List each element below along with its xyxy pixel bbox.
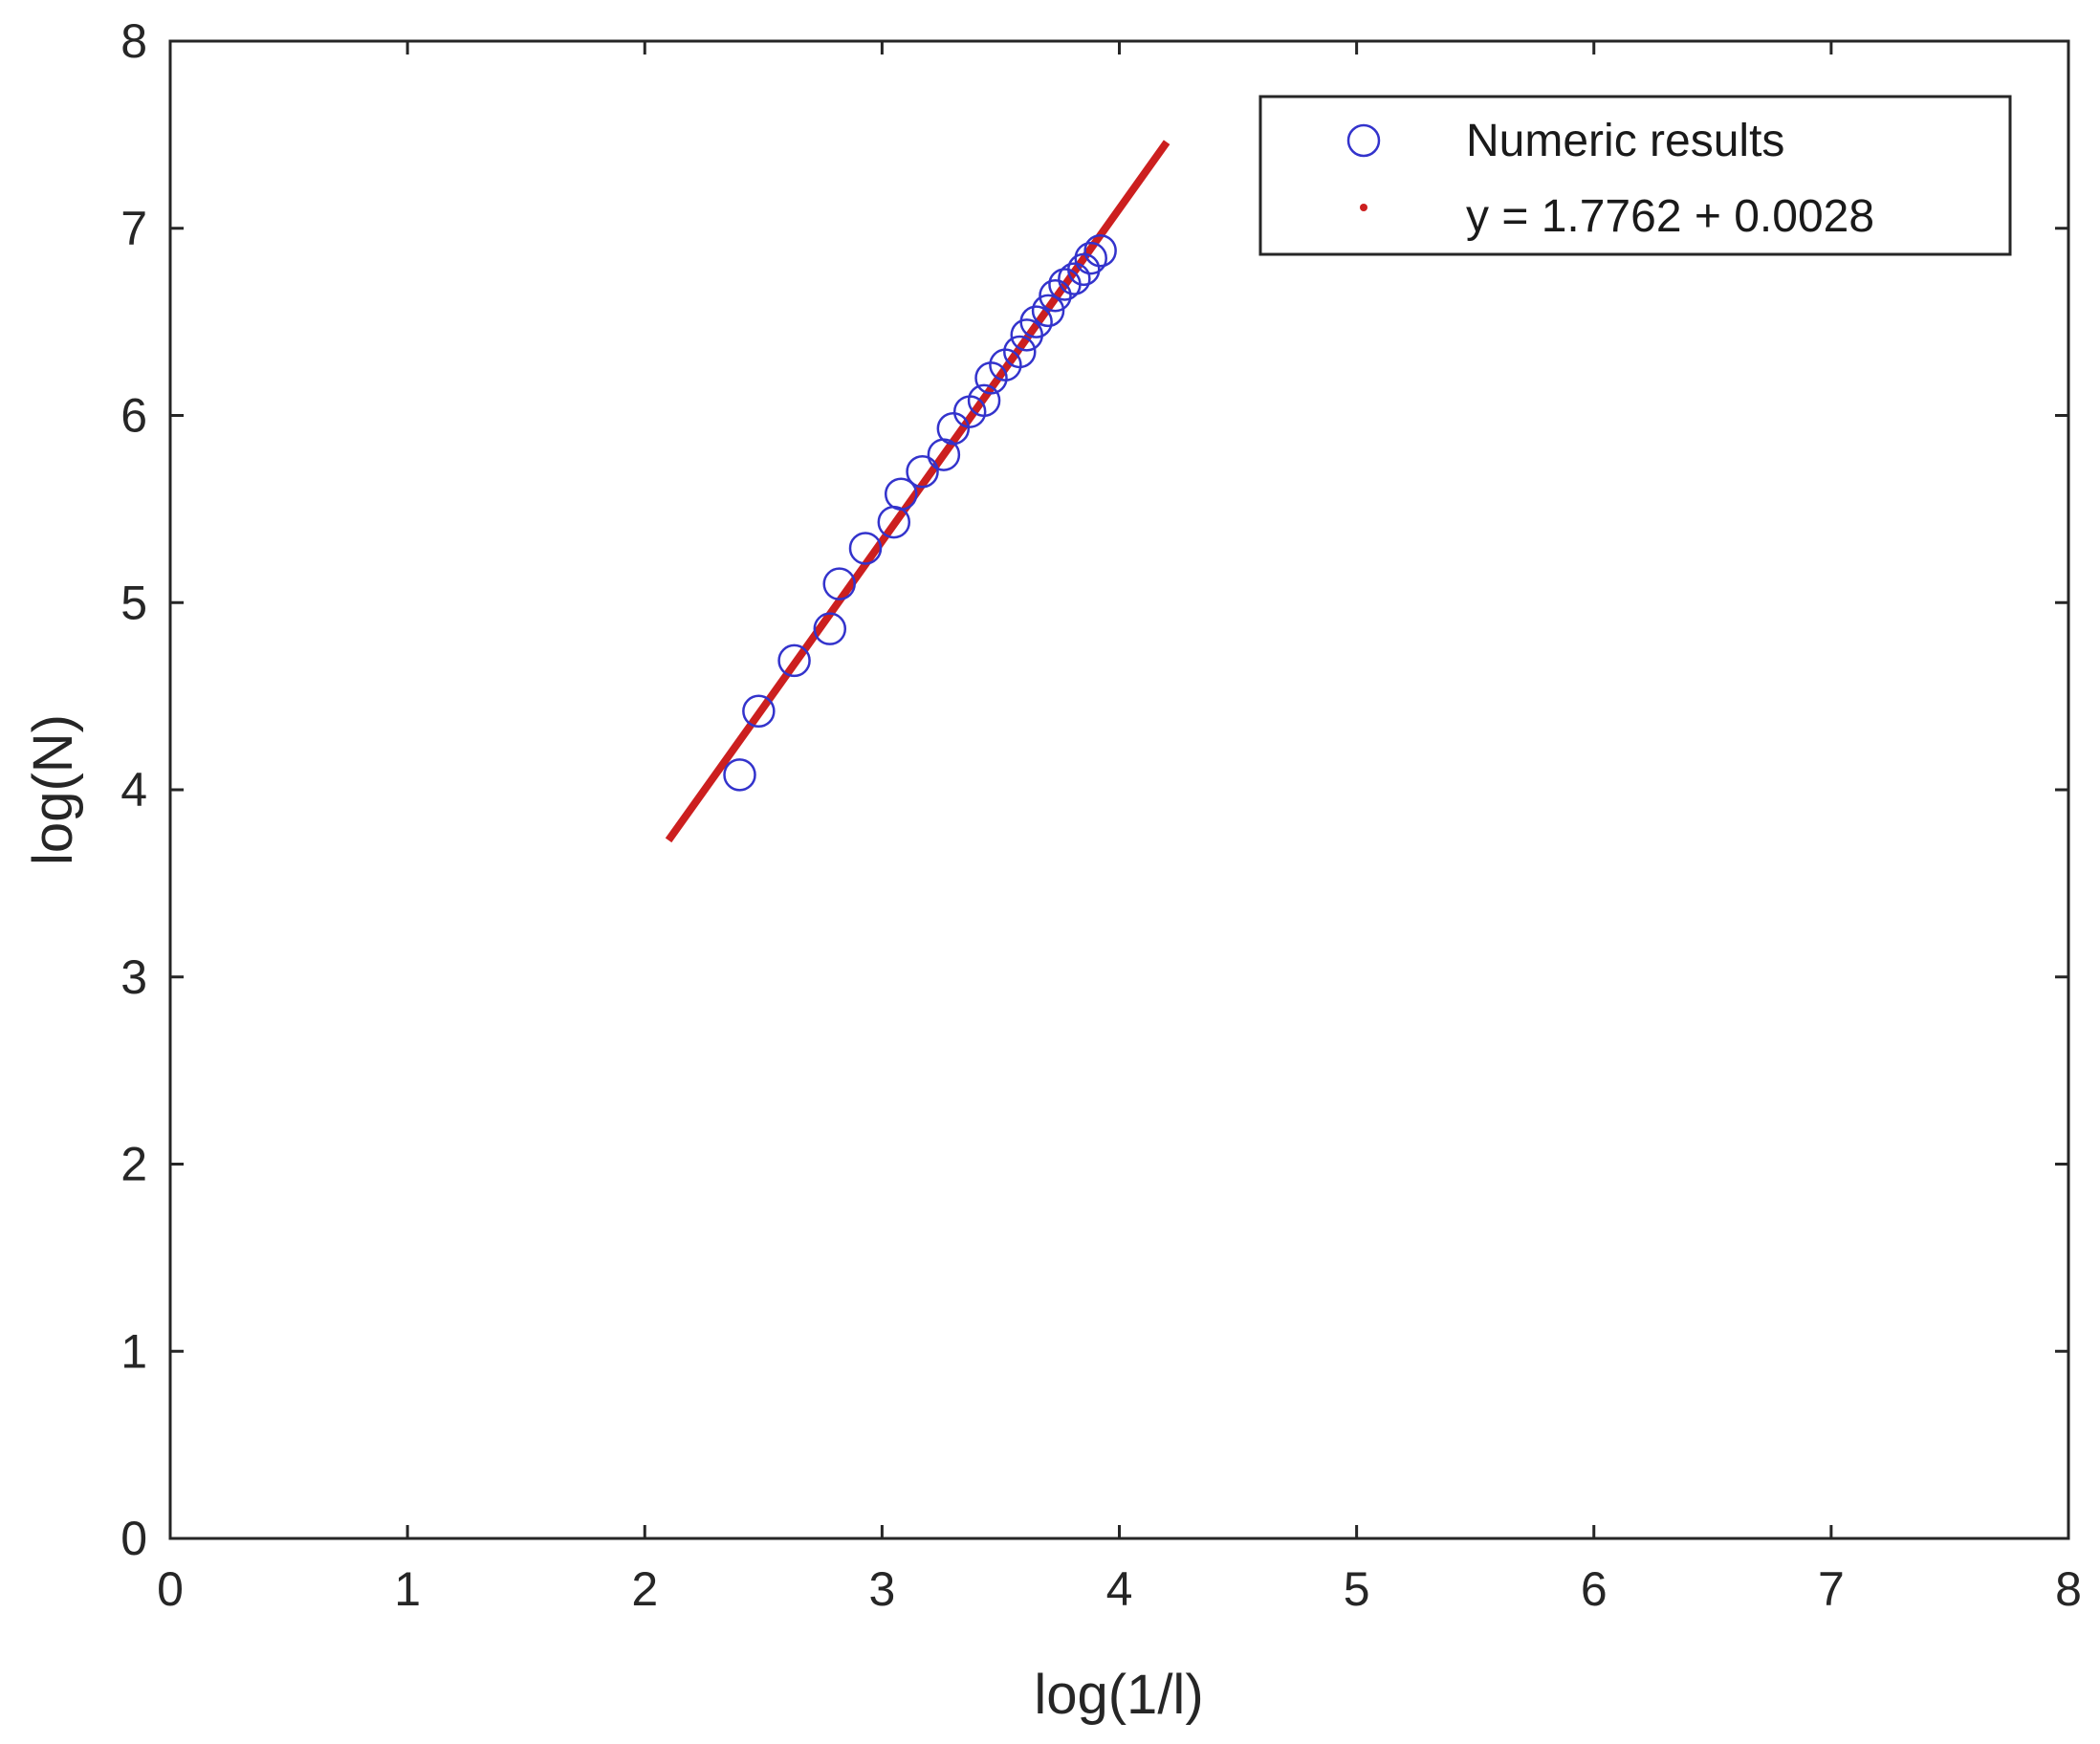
x-tick-label: 2 <box>631 1562 658 1616</box>
x-tick-label: 3 <box>868 1562 895 1616</box>
y-axis-label: log(N) <box>22 714 84 865</box>
data-point <box>1067 252 1101 287</box>
legend-label-numeric-results: Numeric results <box>1466 116 1784 166</box>
data-point <box>742 694 776 729</box>
series-layer <box>665 140 1170 843</box>
data-point <box>813 612 847 645</box>
data-point <box>1083 233 1117 268</box>
legend-marker-dot <box>1360 204 1367 211</box>
x-tick-label: 4 <box>1106 1562 1133 1616</box>
x-tick-label: 6 <box>1581 1562 1608 1616</box>
legend-box <box>1258 95 2012 256</box>
data-point <box>936 411 971 446</box>
data-point <box>1019 305 1053 338</box>
legend-label-fit: y = 1.7762 + 0.0028 <box>1466 191 1874 242</box>
x-tick-label: 8 <box>2055 1562 2082 1616</box>
data-point <box>1003 335 1037 369</box>
data-point <box>906 454 939 489</box>
legend-marker-circle <box>1346 123 1381 158</box>
data-point <box>967 383 1001 418</box>
data-point <box>1074 241 1107 275</box>
tick-labels: 0 1 2 3 4 5 6 7 8 0 1 2 3 4 5 6 7 8 <box>120 14 2082 1616</box>
data-point <box>1058 262 1091 295</box>
y-tick-label: 4 <box>120 763 147 817</box>
x-tick-label: 5 <box>1344 1562 1370 1616</box>
plot-background <box>170 41 2068 1538</box>
data-point <box>848 532 883 565</box>
data-point <box>822 567 856 600</box>
data-point <box>884 477 918 511</box>
data-point <box>1031 294 1065 328</box>
y-tick-label: 7 <box>120 202 147 255</box>
y-tick-label: 3 <box>120 950 147 1004</box>
y-tick-label: 1 <box>120 1324 147 1378</box>
y-tick-label: 5 <box>120 576 147 629</box>
data-point <box>777 643 811 678</box>
legend: Numeric results y = 1.7762 + 0.0028 <box>1258 95 2012 256</box>
data-point <box>1039 278 1072 313</box>
x-tick-label: 1 <box>394 1562 421 1616</box>
x-tick-label: 7 <box>1818 1562 1845 1616</box>
plot-frame <box>168 39 2070 1540</box>
x-tick-label: 0 <box>157 1562 184 1616</box>
x-axis-label: log(1/l) <box>1034 1664 1203 1726</box>
y-tick-label: 6 <box>120 389 147 443</box>
y-tick-label: 0 <box>120 1512 147 1565</box>
y-tick-label: 8 <box>120 14 147 68</box>
data-point <box>723 758 756 792</box>
y-tick-label: 2 <box>120 1138 147 1191</box>
